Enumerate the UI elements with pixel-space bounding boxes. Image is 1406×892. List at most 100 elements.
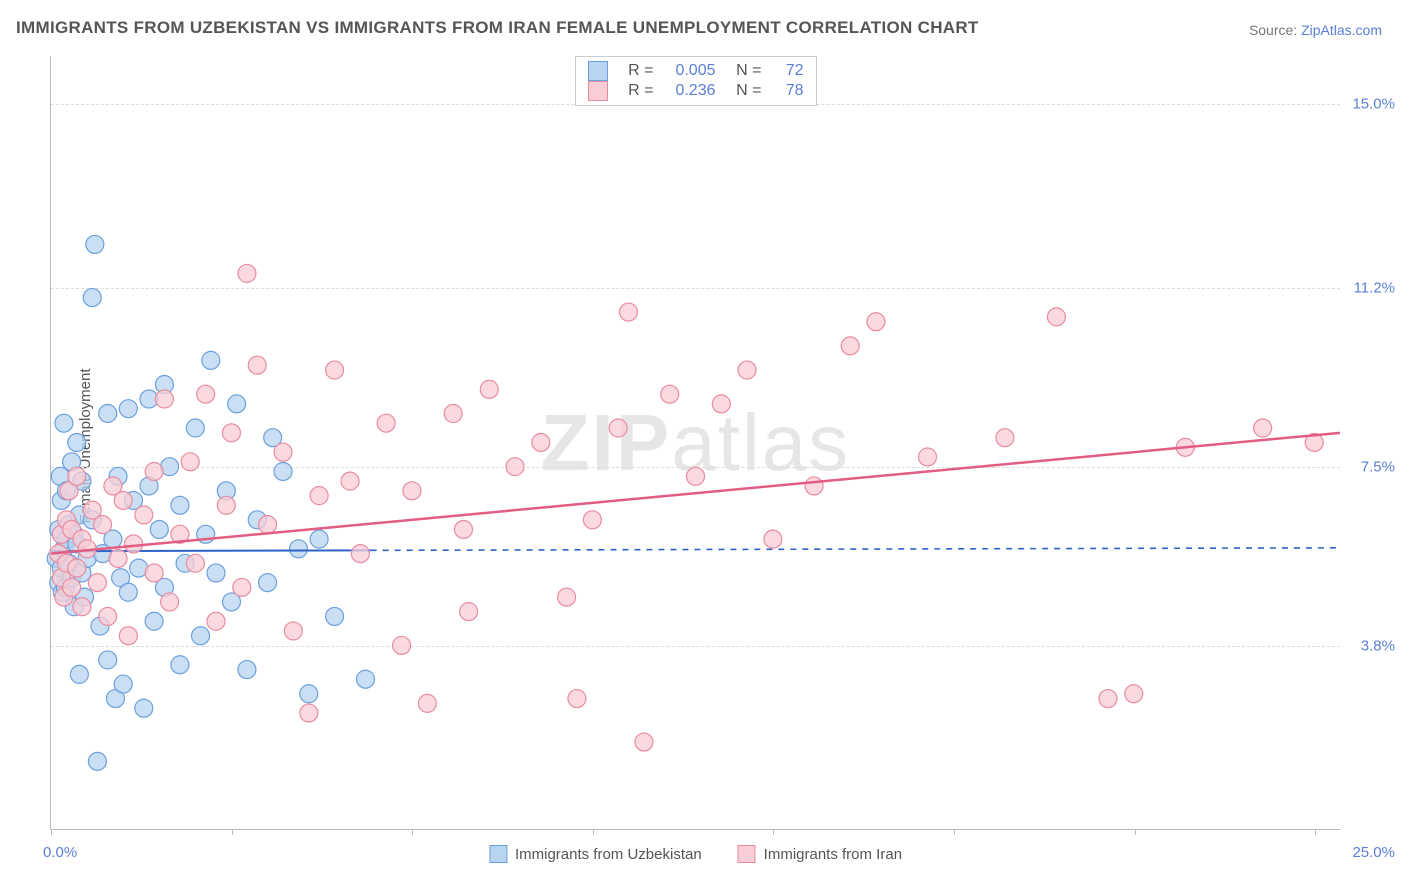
data-point-iran [1047, 308, 1065, 326]
y-tick-label: 15.0% [1352, 96, 1395, 113]
n-value-iran: 78 [770, 82, 804, 100]
data-point-iran [506, 458, 524, 476]
data-point-iran [377, 414, 395, 432]
plot-area: ZIPatlas 15.0%11.2%7.5%3.8% R =0.005N =7… [50, 56, 1340, 830]
data-point-iran [68, 467, 86, 485]
data-point-uzbekistan [119, 400, 137, 418]
data-point-iran [996, 429, 1014, 447]
y-tick-label: 7.5% [1361, 459, 1395, 476]
data-point-iran [583, 511, 601, 529]
source-link[interactable]: ZipAtlas.com [1301, 22, 1382, 38]
data-point-uzbekistan [150, 520, 168, 538]
data-point-iran [274, 443, 292, 461]
data-point-uzbekistan [145, 612, 163, 630]
data-point-iran [454, 520, 472, 538]
data-point-iran [1125, 685, 1143, 703]
data-point-uzbekistan [135, 699, 153, 717]
data-point-iran [99, 607, 117, 625]
data-point-uzbekistan [228, 395, 246, 413]
data-point-iran [1254, 419, 1272, 437]
data-point-iran [687, 467, 705, 485]
data-point-iran [403, 482, 421, 500]
data-point-uzbekistan [99, 651, 117, 669]
data-point-iran [114, 491, 132, 509]
data-point-iran [635, 733, 653, 751]
data-point-iran [238, 264, 256, 282]
x-tick [51, 829, 52, 835]
x-tick [954, 829, 955, 835]
data-point-uzbekistan [186, 419, 204, 437]
x-axis-max-label: 25.0% [1352, 844, 1395, 861]
data-point-uzbekistan [207, 564, 225, 582]
data-point-iran [764, 530, 782, 548]
data-point-iran [341, 472, 359, 490]
data-point-uzbekistan [171, 496, 189, 514]
data-point-uzbekistan [171, 656, 189, 674]
legend-item-iran: Immigrants from Iran [738, 845, 902, 863]
data-point-uzbekistan [289, 540, 307, 558]
legend-label: Immigrants from Iran [764, 846, 902, 863]
data-point-iran [135, 506, 153, 524]
data-point-iran [155, 390, 173, 408]
data-point-uzbekistan [88, 752, 106, 770]
data-point-iran [233, 578, 251, 596]
data-point-iran [568, 690, 586, 708]
legend-swatch-icon [489, 845, 507, 863]
data-point-iran [161, 593, 179, 611]
n-label: N = [734, 82, 762, 100]
data-point-iran [418, 694, 436, 712]
data-point-iran [532, 434, 550, 452]
series-legend: Immigrants from Uzbekistan Immigrants fro… [489, 845, 902, 863]
trendline-uzbekistan [51, 550, 371, 551]
x-tick [1135, 829, 1136, 835]
data-point-uzbekistan [300, 685, 318, 703]
data-point-uzbekistan [357, 670, 375, 688]
data-point-uzbekistan [114, 675, 132, 693]
legend-item-uzbekistan: Immigrants from Uzbekistan [489, 845, 702, 863]
x-tick [412, 829, 413, 835]
x-tick [1315, 829, 1316, 835]
data-point-iran [259, 516, 277, 534]
data-point-iran [181, 453, 199, 471]
data-point-uzbekistan [310, 530, 328, 548]
data-point-uzbekistan [259, 574, 277, 592]
data-point-iran [460, 603, 478, 621]
data-point-uzbekistan [55, 414, 73, 432]
x-tick [593, 829, 594, 835]
data-point-uzbekistan [274, 462, 292, 480]
data-point-iran [310, 487, 328, 505]
data-point-iran [145, 462, 163, 480]
data-point-iran [88, 574, 106, 592]
source-prefix: Source: [1249, 22, 1301, 38]
legend-swatch-uzbekistan [588, 61, 608, 81]
data-point-iran [326, 361, 344, 379]
data-point-uzbekistan [83, 289, 101, 307]
data-point-iran [68, 559, 86, 577]
legend-swatch-icon [738, 845, 756, 863]
r-value-iran: 0.236 [662, 82, 716, 100]
data-point-iran [248, 356, 266, 374]
data-point-iran [619, 303, 637, 321]
data-point-iran [558, 588, 576, 606]
data-point-uzbekistan [202, 351, 220, 369]
data-point-iran [480, 380, 498, 398]
data-point-uzbekistan [238, 661, 256, 679]
data-point-iran [186, 554, 204, 572]
data-point-iran [145, 564, 163, 582]
chart-title: IMMIGRANTS FROM UZBEKISTAN VS IMMIGRANTS… [16, 18, 979, 38]
n-label: N = [734, 62, 762, 80]
data-point-iran [841, 337, 859, 355]
data-point-iran [222, 424, 240, 442]
data-point-iran [284, 622, 302, 640]
n-value-uzbekistan: 72 [770, 62, 804, 80]
data-point-iran [1099, 690, 1117, 708]
source-attribution: Source: ZipAtlas.com [1249, 22, 1382, 38]
trendline-dashed-uzbekistan [371, 548, 1340, 551]
legend-row-uzbekistan: R =0.005N =72 [588, 61, 804, 81]
data-point-iran [300, 704, 318, 722]
data-point-iran [444, 405, 462, 423]
r-label: R = [616, 62, 654, 80]
legend-swatch-iran [588, 81, 608, 101]
data-point-iran [217, 496, 235, 514]
data-point-iran [351, 545, 369, 563]
